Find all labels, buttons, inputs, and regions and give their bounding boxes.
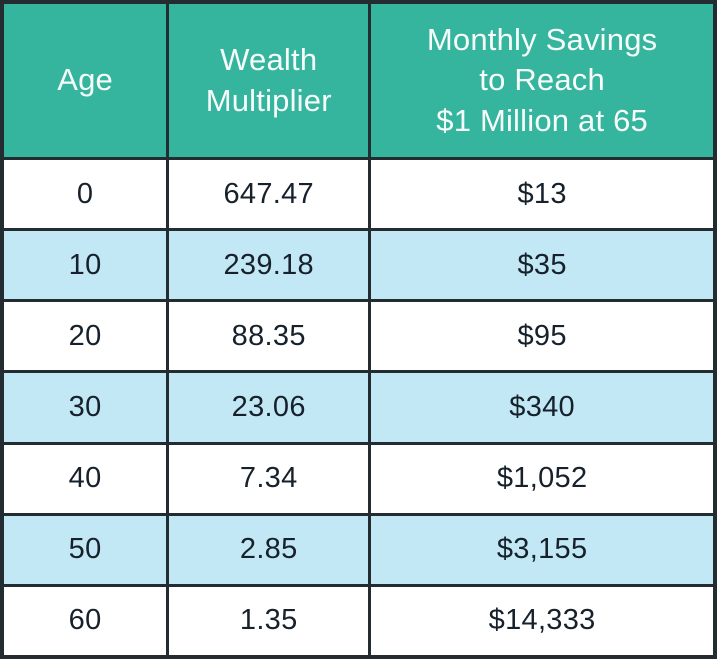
table-row: 10 239.18 $35: [4, 228, 713, 300]
cell-multiplier: 88.35: [169, 302, 372, 371]
cell-age: 30: [4, 373, 170, 442]
cell-age: 10: [4, 231, 170, 300]
table-row: 40 7.34 $1,052: [4, 441, 713, 513]
cell-savings: $95: [371, 302, 713, 371]
cell-savings: $35: [371, 231, 713, 300]
cell-multiplier: 239.18: [169, 231, 372, 300]
table-row: 50 2.85 $3,155: [4, 512, 713, 584]
header-cell-age: Age: [4, 4, 170, 157]
cell-age: 0: [4, 160, 170, 229]
cell-savings: $3,155: [371, 515, 713, 584]
cell-savings: $340: [371, 373, 713, 442]
cell-multiplier: 1.35: [169, 586, 372, 655]
header-cell-multiplier: Wealth Multiplier: [169, 4, 372, 157]
cell-age: 20: [4, 302, 170, 371]
table-header-row: Age Wealth Multiplier Monthly Savings to…: [4, 4, 713, 157]
cell-multiplier: 7.34: [169, 444, 372, 513]
cell-multiplier: 23.06: [169, 373, 372, 442]
table-row: 30 23.06 $340: [4, 370, 713, 442]
cell-savings: $13: [371, 160, 713, 229]
cell-savings: $14,333: [371, 586, 713, 655]
table-row: 60 1.35 $14,333: [4, 583, 713, 655]
cell-age: 60: [4, 586, 170, 655]
cell-multiplier: 2.85: [169, 515, 372, 584]
cell-age: 40: [4, 444, 170, 513]
cell-savings: $1,052: [371, 444, 713, 513]
cell-age: 50: [4, 515, 170, 584]
table-row: 0 647.47 $13: [4, 157, 713, 229]
table-row: 20 88.35 $95: [4, 299, 713, 371]
cell-multiplier: 647.47: [169, 160, 372, 229]
header-cell-savings: Monthly Savings to Reach $1 Million at 6…: [371, 4, 713, 157]
